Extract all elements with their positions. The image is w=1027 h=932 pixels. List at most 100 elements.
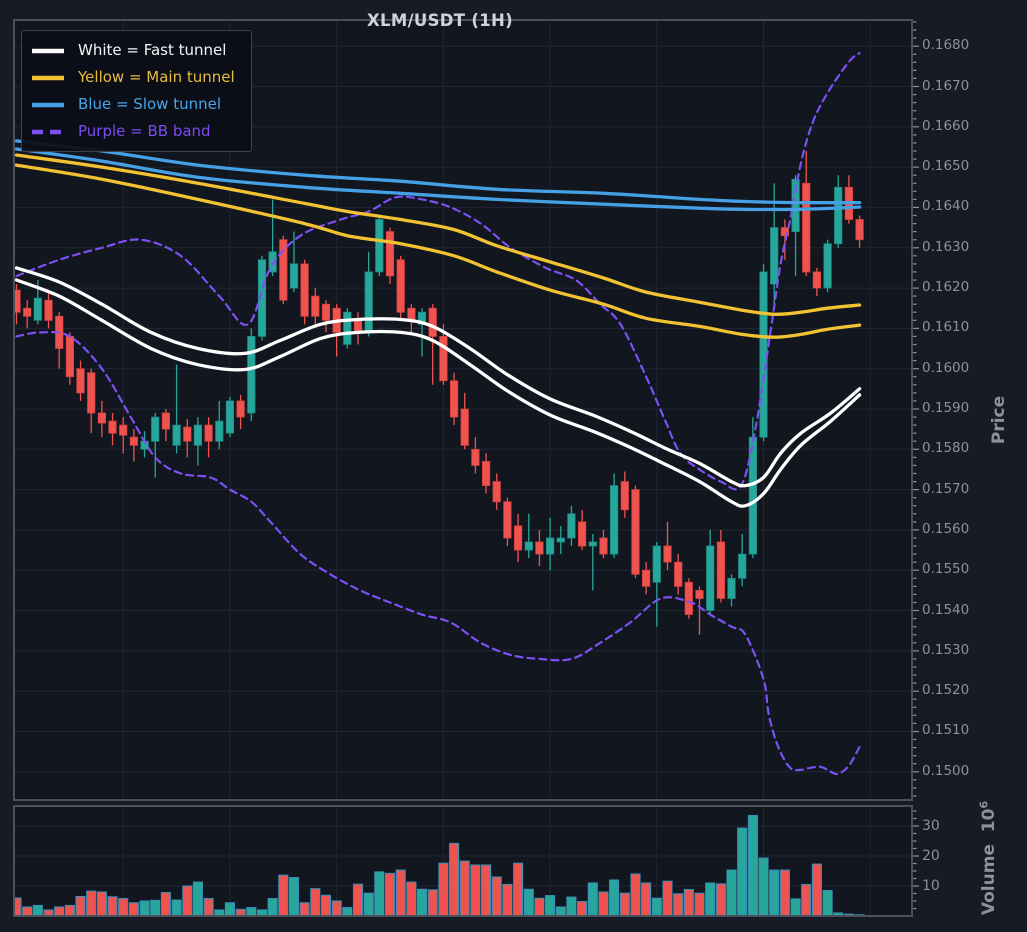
overlay-fast-tunnel-upper [14,266,862,488]
candle-body [492,481,501,503]
candle-body [599,537,608,555]
volume-bar [160,892,171,916]
price-tick-label: 0.1620 [922,279,970,295]
legend-item-label: White = Fast tunnel [78,41,227,59]
volume-axis-label: Volume 106 [977,801,999,915]
volume-bar [801,883,812,916]
volume-bar [502,883,513,916]
volume-bar [747,814,758,916]
legend-item-label: Purple = BB band [78,122,211,140]
overlay-slow-tunnel-upper [14,139,862,205]
candle-body [311,295,320,317]
candle-body [503,501,512,539]
candle-body [652,545,661,583]
legend-item: Yellow = Main tunnel [31,66,235,89]
candle-body [823,243,832,289]
axis-ticks [913,21,919,910]
candle-body [556,537,565,543]
overlay-main-tunnel-lower [14,163,862,339]
volume-bar [737,827,748,916]
candle-body [129,436,138,446]
candle-body [407,307,416,321]
volume-bar [406,881,417,916]
volume-bar [513,862,524,916]
price-tick-label: 0.1670 [922,78,970,94]
volume-bar [203,898,214,916]
volume-bar [555,906,566,916]
volume-tick-label: 20 [922,848,940,864]
candle-body [684,581,693,615]
volume-axis-label-text: Volume [978,844,999,916]
volume-bar [619,892,630,916]
legend-line-swatch [32,75,64,80]
candle-body [588,541,597,547]
candle-body [834,186,843,245]
candle-body [215,420,224,442]
candle-body [108,420,117,434]
volume-bar [822,889,833,916]
legend-item: White = Fast tunnel [31,39,235,62]
volume-bar [331,900,342,916]
candle-body [268,251,277,273]
volume-bar [363,892,374,916]
volume-bar [310,888,321,916]
volume-panel-border [13,805,913,917]
candle-body [514,525,523,551]
candle-body [567,513,576,539]
volume-bar [54,906,65,916]
volume-bar [459,860,470,916]
volume-bar [118,898,129,916]
candle-body [471,448,480,466]
legend-item: Blue = Slow tunnel [31,93,235,116]
volume-bar [64,904,75,916]
volume-bar [651,897,662,916]
candle-body [481,460,491,486]
candle-body [204,424,213,442]
candle-body [780,227,790,237]
candle-body [193,424,202,446]
price-tick-label: 0.1610 [922,319,970,335]
price-axis-label: Price [989,395,1009,445]
overlay-fast-tunnel-lower [14,278,862,508]
candle-body [289,263,299,289]
price-tick-label: 0.1600 [922,360,970,376]
volume-bar [523,888,534,916]
volume-bar [278,874,289,916]
volume-bar [598,891,609,916]
volume-bar [342,907,353,916]
candle-body [364,271,373,333]
price-tick-label: 0.1630 [922,239,970,255]
volume-bar [256,909,268,916]
volume-bar [438,862,449,916]
volume-bar [43,909,54,916]
candle-body [524,541,533,551]
volume-bar [577,901,588,916]
volume-bar [790,898,801,916]
volume-bar [352,883,364,916]
candle-body [738,553,747,579]
volume-bar [107,896,118,916]
volume-bar [673,893,684,916]
candle-body [236,400,245,418]
price-tick-label: 0.1510 [922,722,970,738]
candle-body [578,521,587,547]
candle-body [706,545,715,611]
main-panel-border [13,19,913,801]
legend-item: Purple = BB band [31,120,235,143]
candle-body [620,481,629,511]
candle-body [279,239,288,301]
candle-body [151,416,160,442]
volume-bar [192,881,203,916]
overlay-bb-lower [15,330,861,776]
volume-bar [641,882,652,916]
candle-body [343,311,352,345]
volume-bar [299,902,310,916]
volume-tick-label: 10 [922,878,940,894]
volume-bar [224,902,235,916]
volume-bar [566,896,577,916]
volume-bar [171,899,182,916]
candle-body [642,569,651,587]
candle-body [610,485,619,555]
volume-bar [758,857,769,916]
